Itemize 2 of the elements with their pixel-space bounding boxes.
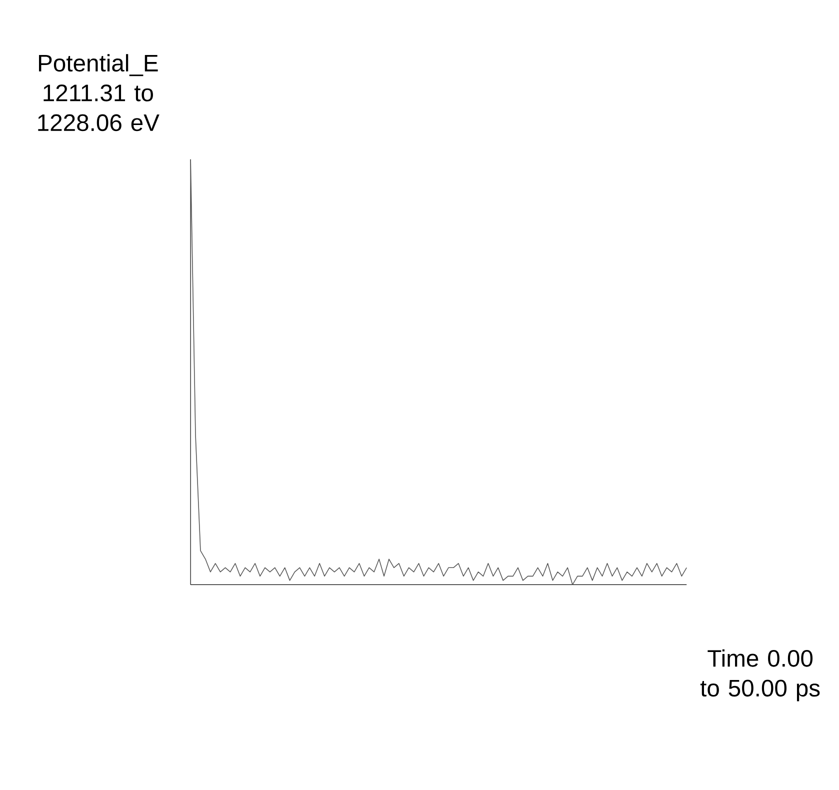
y-axis-title: Potential_E 1211.31 to 1228.06 eV [38, 54, 160, 132]
x-axis-title: Time 0.00 to 50.00 ps [700, 649, 820, 702]
